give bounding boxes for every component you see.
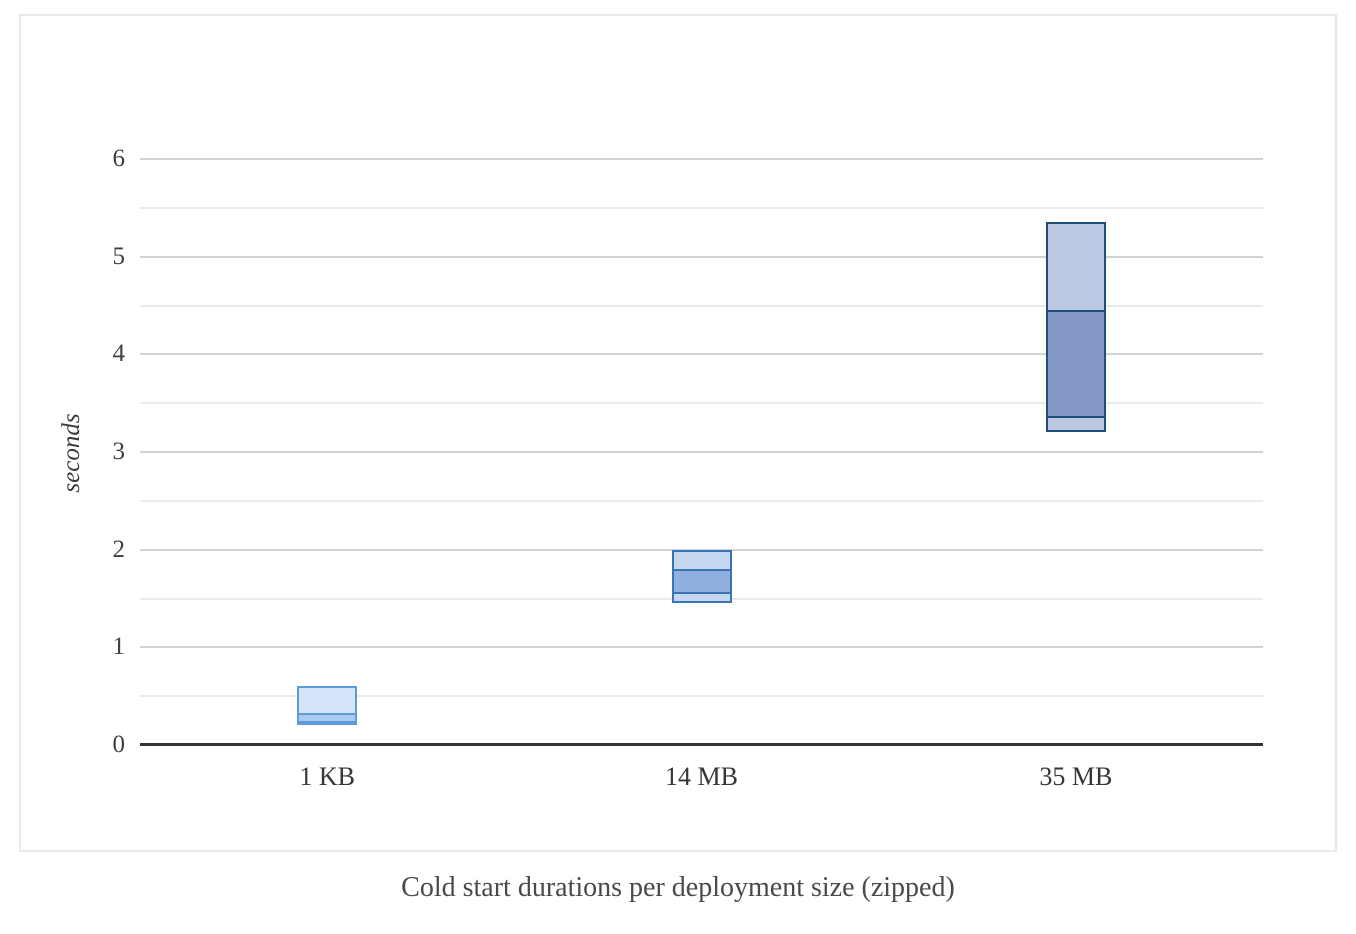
y-tick-label: 4 bbox=[112, 340, 126, 368]
range-bar-inner bbox=[299, 712, 356, 723]
range-bar-inner bbox=[1047, 310, 1104, 418]
range-bar bbox=[1045, 222, 1106, 433]
minor-gridline bbox=[140, 206, 1263, 209]
x-category-label: 14 MB bbox=[665, 762, 738, 791]
major-gridline bbox=[140, 646, 1263, 649]
y-tick-label: 2 bbox=[112, 535, 126, 563]
y-tick-label: 1 bbox=[112, 633, 126, 661]
chart-title: Cold start durations per deployment size… bbox=[401, 872, 955, 903]
major-gridline bbox=[140, 255, 1263, 258]
minor-gridline bbox=[140, 402, 1263, 405]
range-bar bbox=[297, 686, 358, 726]
y-tick-label: 6 bbox=[112, 145, 126, 172]
minor-gridline bbox=[140, 304, 1263, 307]
major-gridline bbox=[140, 353, 1263, 356]
y-tick-label: 5 bbox=[112, 242, 126, 270]
y-tick-label: 0 bbox=[112, 731, 126, 758]
minor-gridline bbox=[140, 695, 1263, 698]
y-tick-label: 3 bbox=[112, 438, 126, 465]
minor-gridline bbox=[140, 499, 1263, 502]
range-bar-inner bbox=[673, 569, 730, 594]
x-category-label: 1 KB bbox=[299, 762, 355, 791]
range-bar bbox=[671, 549, 732, 604]
x-axis-line bbox=[140, 743, 1263, 746]
major-gridline bbox=[140, 158, 1263, 160]
x-category-label: 35 MB bbox=[1039, 762, 1113, 791]
major-gridline bbox=[140, 451, 1263, 453]
